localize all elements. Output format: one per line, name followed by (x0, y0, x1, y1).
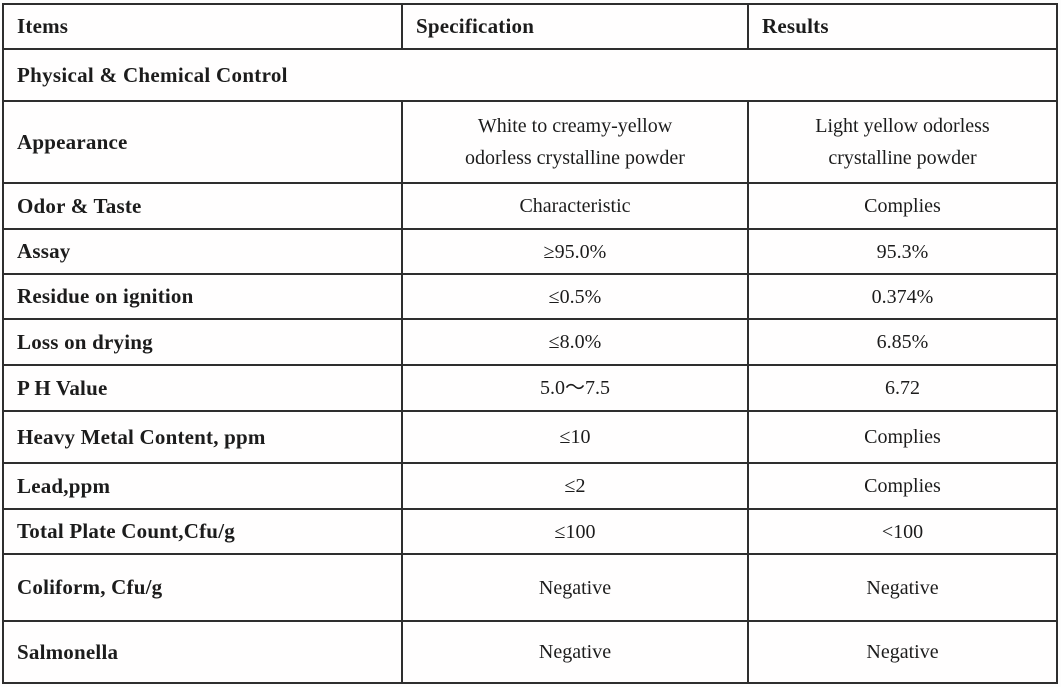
item-cell: Odor & Taste (2, 182, 403, 230)
result-cell: Light yellow odorless crystalline powder (747, 100, 1058, 184)
spec-cell: ≤10 (401, 410, 749, 464)
result-cell: 95.3% (747, 228, 1058, 275)
section-header: Physical & Chemical Control (2, 48, 1058, 102)
spec-cell: Characteristic (401, 182, 749, 230)
table-row: Salmonella Negative Negative (2, 620, 1058, 684)
item-cell: Heavy Metal Content, ppm (2, 410, 403, 464)
table-row: Assay ≥95.0% 95.3% (2, 228, 1058, 275)
spec-cell: ≤2 (401, 462, 749, 510)
result-cell: Negative (747, 620, 1058, 684)
result-cell: <100 (747, 508, 1058, 555)
item-cell: Assay (2, 228, 403, 275)
result-cell: Negative (747, 553, 1058, 622)
item-cell: Lead,ppm (2, 462, 403, 510)
table-row: Total Plate Count,Cfu/g ≤100 <100 (2, 508, 1058, 555)
item-cell: Appearance (2, 100, 403, 184)
spec-cell: 5.0～7.5 (401, 364, 749, 412)
table-row: Coliform, Cfu/g Negative Negative (2, 553, 1058, 622)
item-cell: Residue on ignition (2, 273, 403, 320)
item-cell: Salmonella (2, 620, 403, 684)
table-row: Residue on ignition ≤0.5% 0.374% (2, 273, 1058, 320)
spec-cell: ≥95.0% (401, 228, 749, 275)
result-cell: Complies (747, 182, 1058, 230)
table-row: Odor & Taste Characteristic Complies (2, 182, 1058, 230)
header-row: Items Specification Results (2, 3, 1058, 50)
result-cell: 6.72 (747, 364, 1058, 412)
spec-cell: Negative (401, 620, 749, 684)
item-cell: Loss on drying (2, 318, 403, 366)
spec-cell: ≤0.5% (401, 273, 749, 320)
table-row: Loss on drying ≤8.0% 6.85% (2, 318, 1058, 366)
col-header-items: Items (2, 3, 403, 50)
spec-cell: White to creamy-yellow odorless crystall… (401, 100, 749, 184)
result-cell: 0.374% (747, 273, 1058, 320)
table-row: Appearance White to creamy-yellow odorle… (2, 100, 1058, 184)
table-row: Heavy Metal Content, ppm ≤10 Complies (2, 410, 1058, 464)
spec-cell: ≤8.0% (401, 318, 749, 366)
table-row: P H Value 5.0～7.5 6.72 (2, 364, 1058, 412)
col-header-specification: Specification (401, 3, 749, 50)
spec-cell: Negative (401, 553, 749, 622)
table-row: Lead,ppm ≤2 Complies (2, 462, 1058, 510)
result-cell: Complies (747, 410, 1058, 464)
result-cell: Complies (747, 462, 1058, 510)
item-cell: P H Value (2, 364, 403, 412)
col-header-results: Results (747, 3, 1058, 50)
spec-cell: ≤100 (401, 508, 749, 555)
result-cell: 6.85% (747, 318, 1058, 366)
item-cell: Total Plate Count,Cfu/g (2, 508, 403, 555)
spec-table: Items Specification Results Physical & C… (2, 3, 1058, 684)
item-cell: Coliform, Cfu/g (2, 553, 403, 622)
section-row: Physical & Chemical Control (2, 48, 1058, 102)
